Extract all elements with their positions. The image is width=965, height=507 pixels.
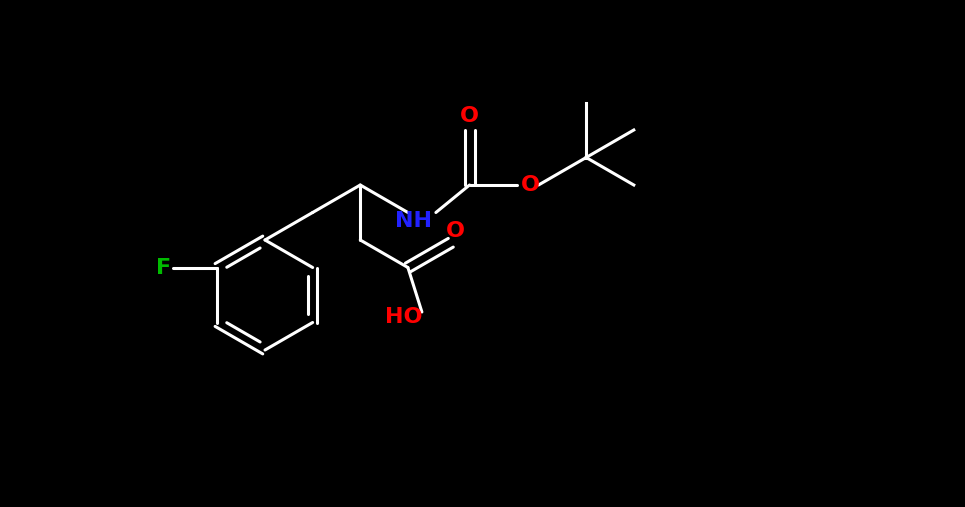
Text: O: O [446,221,465,241]
Text: HO: HO [385,307,423,327]
Text: NH: NH [396,210,432,231]
Text: F: F [155,258,171,277]
Text: O: O [521,175,540,195]
Text: O: O [460,106,479,126]
